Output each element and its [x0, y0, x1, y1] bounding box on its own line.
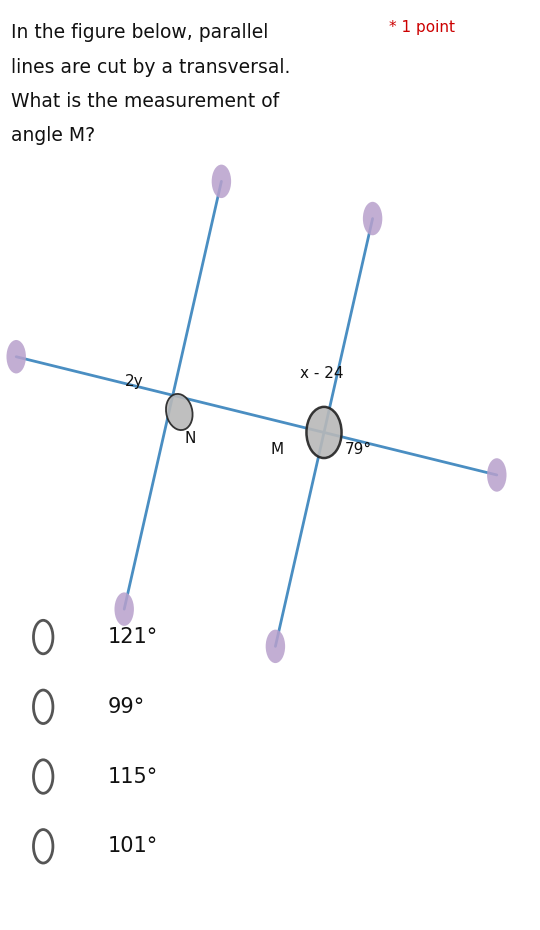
Text: x - 24: x - 24 — [300, 366, 343, 381]
Circle shape — [212, 165, 231, 198]
Text: 101°: 101° — [108, 836, 158, 857]
Circle shape — [487, 458, 507, 492]
Text: What is the measurement of: What is the measurement of — [11, 92, 279, 111]
Text: 115°: 115° — [108, 766, 158, 787]
Text: lines are cut by a transversal.: lines are cut by a transversal. — [11, 58, 290, 76]
Circle shape — [114, 592, 134, 626]
Circle shape — [363, 202, 382, 235]
Text: * 1 point: * 1 point — [389, 20, 455, 35]
Text: angle M?: angle M? — [11, 126, 95, 145]
Text: 79°: 79° — [345, 442, 372, 457]
Text: 99°: 99° — [108, 697, 145, 717]
Text: M: M — [271, 442, 284, 457]
Ellipse shape — [307, 407, 342, 458]
Text: In the figure below, parallel: In the figure below, parallel — [11, 23, 268, 42]
Circle shape — [6, 340, 26, 374]
Circle shape — [266, 630, 285, 663]
Text: 2y: 2y — [125, 374, 143, 389]
Text: N: N — [185, 431, 196, 445]
Text: 121°: 121° — [108, 627, 158, 647]
Ellipse shape — [166, 394, 193, 430]
